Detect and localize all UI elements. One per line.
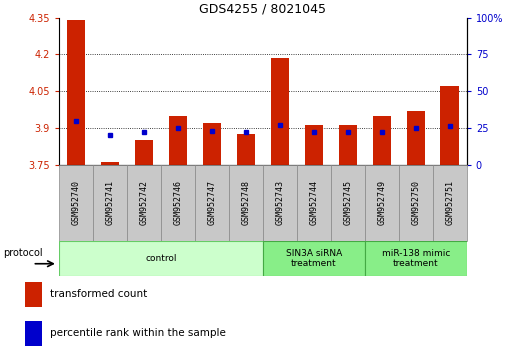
Bar xyxy=(406,111,425,165)
Bar xyxy=(161,165,195,241)
Text: GSM952747: GSM952747 xyxy=(207,180,216,225)
Bar xyxy=(263,241,365,276)
Text: GSM952740: GSM952740 xyxy=(71,180,81,225)
Bar xyxy=(236,134,255,165)
Text: GSM952743: GSM952743 xyxy=(275,180,284,225)
Text: protocol: protocol xyxy=(3,248,43,258)
Bar xyxy=(399,165,433,241)
Bar xyxy=(134,140,153,165)
Bar xyxy=(127,165,161,241)
Text: GSM952749: GSM952749 xyxy=(378,180,386,225)
Bar xyxy=(25,321,42,346)
Bar xyxy=(93,165,127,241)
Bar xyxy=(372,116,391,165)
Bar xyxy=(339,125,357,165)
Text: SIN3A siRNA
treatment: SIN3A siRNA treatment xyxy=(286,249,342,268)
Bar xyxy=(25,282,42,307)
Bar xyxy=(67,20,85,165)
Bar xyxy=(203,123,221,165)
Bar xyxy=(270,58,289,165)
Bar xyxy=(229,165,263,241)
Text: GSM952751: GSM952751 xyxy=(445,180,455,225)
Text: control: control xyxy=(145,254,176,263)
Text: GSM952745: GSM952745 xyxy=(343,180,352,225)
Bar xyxy=(297,165,331,241)
Bar xyxy=(263,165,297,241)
Text: GSM952746: GSM952746 xyxy=(173,180,183,225)
Bar xyxy=(59,165,93,241)
Bar xyxy=(331,165,365,241)
Bar xyxy=(441,86,459,165)
Bar xyxy=(101,162,120,165)
Bar xyxy=(195,165,229,241)
Text: percentile rank within the sample: percentile rank within the sample xyxy=(50,328,226,338)
Text: GSM952744: GSM952744 xyxy=(309,180,319,225)
Bar xyxy=(365,165,399,241)
Bar xyxy=(59,241,263,276)
Text: GSM952748: GSM952748 xyxy=(242,180,250,225)
Title: GDS4255 / 8021045: GDS4255 / 8021045 xyxy=(200,2,326,15)
Bar xyxy=(365,241,467,276)
Text: GSM952750: GSM952750 xyxy=(411,180,420,225)
Text: GSM952741: GSM952741 xyxy=(106,180,114,225)
Text: GSM952742: GSM952742 xyxy=(140,180,148,225)
Bar xyxy=(305,125,323,165)
Text: transformed count: transformed count xyxy=(50,289,147,299)
Text: miR-138 mimic
treatment: miR-138 mimic treatment xyxy=(382,249,450,268)
Bar xyxy=(433,165,467,241)
Bar xyxy=(169,116,187,165)
